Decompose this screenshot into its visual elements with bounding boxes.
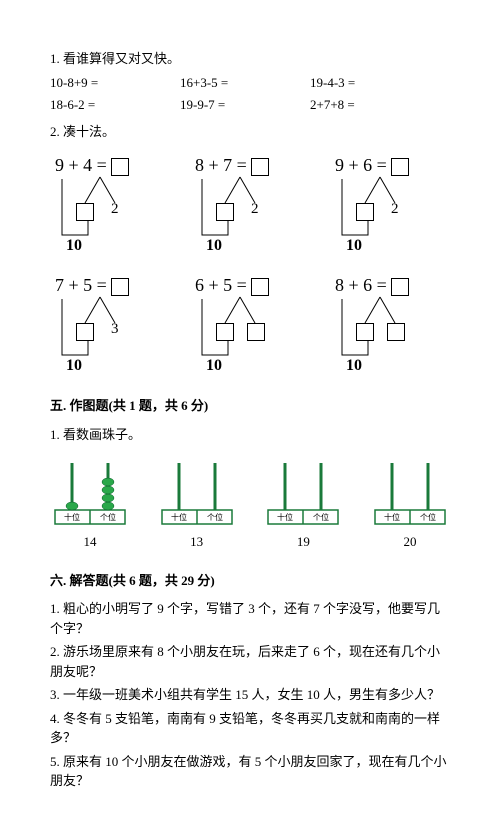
question: 3. 一年级一班美术小组共有学生 15 人，女生 10 人，男生有多少人？ — [50, 685, 450, 705]
equation: 16+3-5 = — [180, 75, 310, 91]
split-box — [247, 323, 265, 341]
abacus: 十位 个位 14 — [50, 458, 130, 550]
ten-label: 10 — [206, 357, 222, 375]
make10-diagram: 6 + 5 = 10 — [190, 275, 310, 375]
ten-label: 10 — [66, 357, 82, 375]
split-box — [216, 203, 234, 221]
svg-text:个位: 个位 — [313, 512, 329, 522]
ten-label: 10 — [66, 237, 82, 255]
make10-container: 9 + 4 = 2108 + 7 = 2109 + 6 = 2107 + 5 =… — [50, 155, 450, 375]
q1-title: 1. 看谁算得又对又快。 — [50, 48, 450, 67]
eq-row: 18-6-2 = 19-9-7 = 2+7+8 = — [50, 97, 450, 113]
svg-text:个位: 个位 — [100, 512, 116, 522]
equation: 18-6-2 = — [50, 97, 180, 113]
eq-row: 10-8+9 = 16+3-5 = 19-4-3 = — [50, 75, 450, 91]
abacus-number: 14 — [50, 534, 130, 550]
make10-diagram: 8 + 7 = 210 — [190, 155, 310, 255]
svg-text:个位: 个位 — [420, 512, 436, 522]
question-list: 1. 粗心的小明写了 9 个字，写错了 3 个，还有 7 个字没写，他要写几个字… — [50, 599, 450, 791]
split-box — [356, 323, 374, 341]
ten-label: 10 — [206, 237, 222, 255]
equation: 19-9-7 = — [180, 97, 310, 113]
split-number: 3 — [111, 321, 119, 338]
abacus: 十位 个位 13 — [157, 458, 237, 550]
question: 5. 原来有 10 个小朋友在做游戏，有 5 个小朋友回家了，现在有几个小朋友？ — [50, 752, 450, 791]
split-box — [216, 323, 234, 341]
abacus: 十位 个位 20 — [370, 458, 450, 550]
svg-text:个位: 个位 — [207, 512, 223, 522]
svg-text:十位: 十位 — [277, 512, 293, 522]
split-box — [356, 203, 374, 221]
question: 1. 粗心的小明写了 9 个字，写错了 3 个，还有 7 个字没写，他要写几个字… — [50, 599, 450, 638]
ten-label: 10 — [346, 357, 362, 375]
make10-diagram: 7 + 5 = 310 — [50, 275, 170, 375]
split-box — [76, 203, 94, 221]
svg-text:十位: 十位 — [64, 512, 80, 522]
abacus-number: 20 — [370, 534, 450, 550]
q2-title: 2. 凑十法。 — [50, 121, 450, 140]
make10-diagram: 8 + 6 = 10 — [330, 275, 450, 375]
section5-heading: 五. 作图题(共 1 题，共 6 分) — [50, 395, 450, 414]
abacus-number: 13 — [157, 534, 237, 550]
abacus-row: 十位 个位 14 十位 个位 13 十位 个位 19 十位 个位 20 — [50, 458, 450, 550]
abacus: 十位 个位 19 — [263, 458, 343, 550]
section6-heading: 六. 解答题(共 6 题，共 29 分) — [50, 570, 450, 589]
split-number: 2 — [391, 201, 399, 218]
svg-text:十位: 十位 — [384, 512, 400, 522]
abacus-number: 19 — [263, 534, 343, 550]
question: 4. 冬冬有 5 支铅笔，南南有 9 支铅笔，冬冬再买几支就和南南的一样多？ — [50, 709, 450, 748]
split-number: 2 — [111, 201, 119, 218]
split-number: 2 — [251, 201, 259, 218]
ten-label: 10 — [346, 237, 362, 255]
question: 2. 游乐场里原来有 8 个小朋友在玩，后来走了 6 个，现在还有几个小朋友呢？ — [50, 642, 450, 681]
section5-q1: 1. 看数画珠子。 — [50, 424, 450, 443]
equation: 2+7+8 = — [310, 97, 440, 113]
make10-diagram: 9 + 6 = 210 — [330, 155, 450, 255]
split-box — [387, 323, 405, 341]
svg-text:十位: 十位 — [171, 512, 187, 522]
equation: 10-8+9 = — [50, 75, 180, 91]
split-box — [76, 323, 94, 341]
make10-diagram: 9 + 4 = 210 — [50, 155, 170, 255]
equation: 19-4-3 = — [310, 75, 440, 91]
